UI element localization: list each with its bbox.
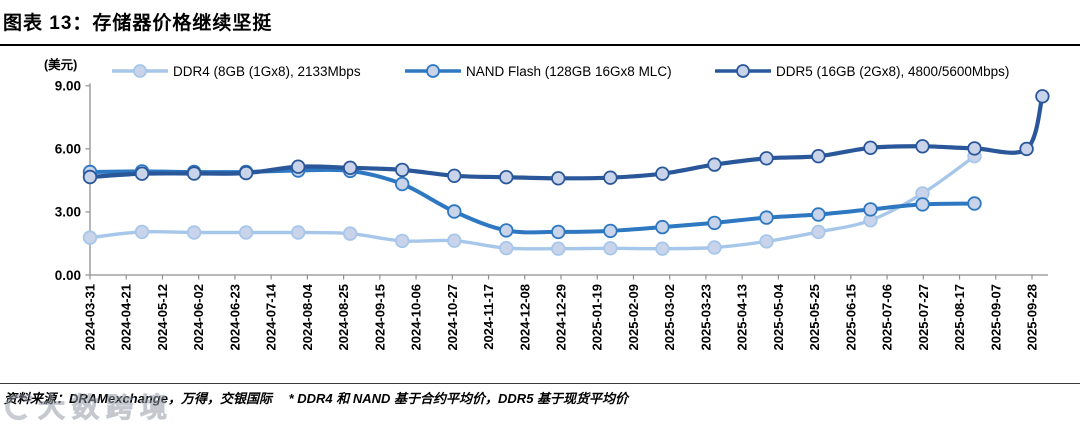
title-underline xyxy=(0,44,1080,46)
data-point-marker-ddr4 xyxy=(655,241,670,256)
x-axis-date-label: 2025-01-19 xyxy=(590,284,605,351)
data-point-marker-ddr5 xyxy=(395,162,410,178)
x-axis-date-label: 2025-06-15 xyxy=(843,284,858,351)
data-point-marker-ddr4 xyxy=(343,226,358,241)
data-point-marker-ddr5 xyxy=(707,157,722,172)
data-point-marker-ddr4 xyxy=(811,224,826,240)
series-line-ddr5 xyxy=(87,94,1045,181)
y-axis-tick-label: 3.00 xyxy=(55,205,81,220)
data-point-marker-ddr4 xyxy=(82,230,98,245)
data-point-marker-nand xyxy=(811,207,826,222)
chart-canvas: 0.00 3.00 6.00 9.00 2024-03-31 2024-04-21 2024… xyxy=(55,79,1050,351)
data-point-marker-nand xyxy=(759,210,774,225)
x-axis-date-label: 2024-10-27 xyxy=(445,284,460,351)
x-axis-date-label: 2024-09-15 xyxy=(372,284,387,351)
x-axis-date-label: 2025-05-25 xyxy=(807,284,822,351)
x-axis-date-label: 2024-08-04 xyxy=(300,283,315,350)
data-point-marker-ddr5 xyxy=(238,165,254,181)
data-point-marker-ddr4 xyxy=(551,241,566,256)
x-axis-date-label: 2024-11-17 xyxy=(481,284,496,350)
data-point-marker-nand xyxy=(395,176,410,192)
data-point-marker-ddr4 xyxy=(499,240,514,256)
x-axis-date-label: 2024-03-31 xyxy=(83,284,98,351)
data-point-marker-ddr4 xyxy=(186,225,202,240)
legend-item-ddr5: DDR5 (16GB (2Gx8), 4800/5600Mbps) xyxy=(715,60,1009,82)
source-note: 资料来源：DRAMexchange，万得，交银国际 * DDR4 和 NAND … xyxy=(4,391,629,406)
x-axis-date-label: 2025-09-07 xyxy=(988,284,1003,351)
x-axis-date-label: 2025-03-23 xyxy=(698,284,713,351)
x-axis-date-label: 2025-09-28 xyxy=(1025,284,1040,351)
legend-marker-ddr4 xyxy=(112,64,168,78)
data-point-marker-ddr4 xyxy=(395,233,410,249)
data-point-marker-ddr4 xyxy=(603,241,618,256)
y-axis-unit-label: (美元) xyxy=(44,58,78,72)
x-axis-date-label: 2025-04-13 xyxy=(735,284,750,351)
x-axis-date-label: 2025-05-04 xyxy=(771,283,786,350)
data-point-marker-nand xyxy=(603,223,618,239)
data-point-marker-nand xyxy=(707,215,722,231)
data-point-marker-ddr5 xyxy=(447,168,462,184)
data-point-marker-ddr5 xyxy=(915,139,930,154)
data-point-marker-ddr5 xyxy=(134,166,150,181)
data-point-marker-ddr4 xyxy=(759,234,774,249)
data-point-marker-ddr5 xyxy=(1019,141,1034,157)
chart-legend: DDR4 (8GB (1Gx8), 2133Mbps NAND Flash (12… xyxy=(0,60,1080,82)
x-axis-date-label: 2024-05-12 xyxy=(155,284,170,351)
x-axis-date-label: 2024-12-08 xyxy=(517,284,532,351)
data-point-marker-ddr5 xyxy=(655,166,670,181)
legend-item-nand: NAND Flash (128GB 16Gx8 MLC) xyxy=(405,60,672,82)
data-point-marker-ddr5 xyxy=(291,159,306,174)
data-point-marker-ddr5 xyxy=(82,169,98,185)
data-point-marker-nand xyxy=(447,204,462,219)
legend-label: NAND Flash (128GB 16Gx8 MLC) xyxy=(466,63,672,79)
data-point-marker-ddr4 xyxy=(238,225,254,240)
data-point-marker-ddr5 xyxy=(759,151,774,166)
data-point-marker-nand xyxy=(967,196,982,211)
data-point-marker-ddr5 xyxy=(967,141,982,156)
data-point-marker-nand xyxy=(863,202,878,217)
price-line-chart: 0.00 3.00 6.00 9.00 2024-03-31 2024-04-21 2024… xyxy=(0,50,1080,380)
data-point-marker-nand xyxy=(915,197,930,212)
data-point-marker-ddr5 xyxy=(863,140,878,156)
legend-marker-ddr5 xyxy=(715,64,771,78)
data-point-marker-ddr5 xyxy=(811,148,826,164)
x-axis-date-label: 2024-10-06 xyxy=(409,284,424,351)
legend-label: DDR5 (16GB (2Gx8), 4800/5600Mbps) xyxy=(776,63,1010,79)
y-axis-tick-label: 0.00 xyxy=(55,268,81,283)
data-point-marker-ddr4 xyxy=(134,224,150,240)
data-point-marker-ddr5 xyxy=(186,166,202,181)
x-axis-date-label: 2024-06-02 xyxy=(191,284,206,351)
y-axis-tick-label: 9.00 xyxy=(55,79,81,94)
x-axis-date-label: 2025-07-27 xyxy=(916,284,931,351)
data-point-marker-ddr4 xyxy=(447,233,462,248)
legend-marker-nand xyxy=(405,64,461,78)
x-axis-date-label: 2024-04-21 xyxy=(119,284,134,351)
y-axis-tick-label: 6.00 xyxy=(55,142,81,157)
data-point-marker-ddr5 xyxy=(603,170,618,185)
data-point-marker-nand xyxy=(655,219,670,235)
footer-divider xyxy=(0,383,1080,384)
x-axis-date-label: 2024-08-25 xyxy=(336,284,351,351)
data-point-marker-ddr5 xyxy=(343,160,358,176)
x-axis-date-label: 2025-07-06 xyxy=(880,284,895,351)
x-axis-date-label: 2024-06-23 xyxy=(227,284,242,351)
x-axis-date-label: 2025-02-09 xyxy=(626,284,641,351)
data-point-marker-ddr4 xyxy=(707,240,722,255)
data-point-marker-ddr5 xyxy=(551,171,566,186)
x-axis-date-label: 2025-03-02 xyxy=(662,284,677,351)
data-point-marker-nand xyxy=(551,224,566,240)
x-axis-date-label: 2024-07-14 xyxy=(264,283,279,350)
data-point-marker-ddr5 xyxy=(1035,89,1050,104)
data-point-marker-nand xyxy=(499,223,514,238)
data-point-marker-ddr5 xyxy=(499,169,514,185)
x-axis-date-label: 2025-08-17 xyxy=(952,284,967,351)
legend-label: DDR4 (8GB (1Gx8), 2133Mbps xyxy=(173,63,361,79)
legend-item-ddr4: DDR4 (8GB (1Gx8), 2133Mbps xyxy=(112,60,361,82)
figure-title: 图表 13：存储器价格继续坚挺 xyxy=(3,13,273,34)
x-axis-date-label: 2024-12-29 xyxy=(554,284,569,351)
data-point-marker-ddr4 xyxy=(291,225,306,240)
